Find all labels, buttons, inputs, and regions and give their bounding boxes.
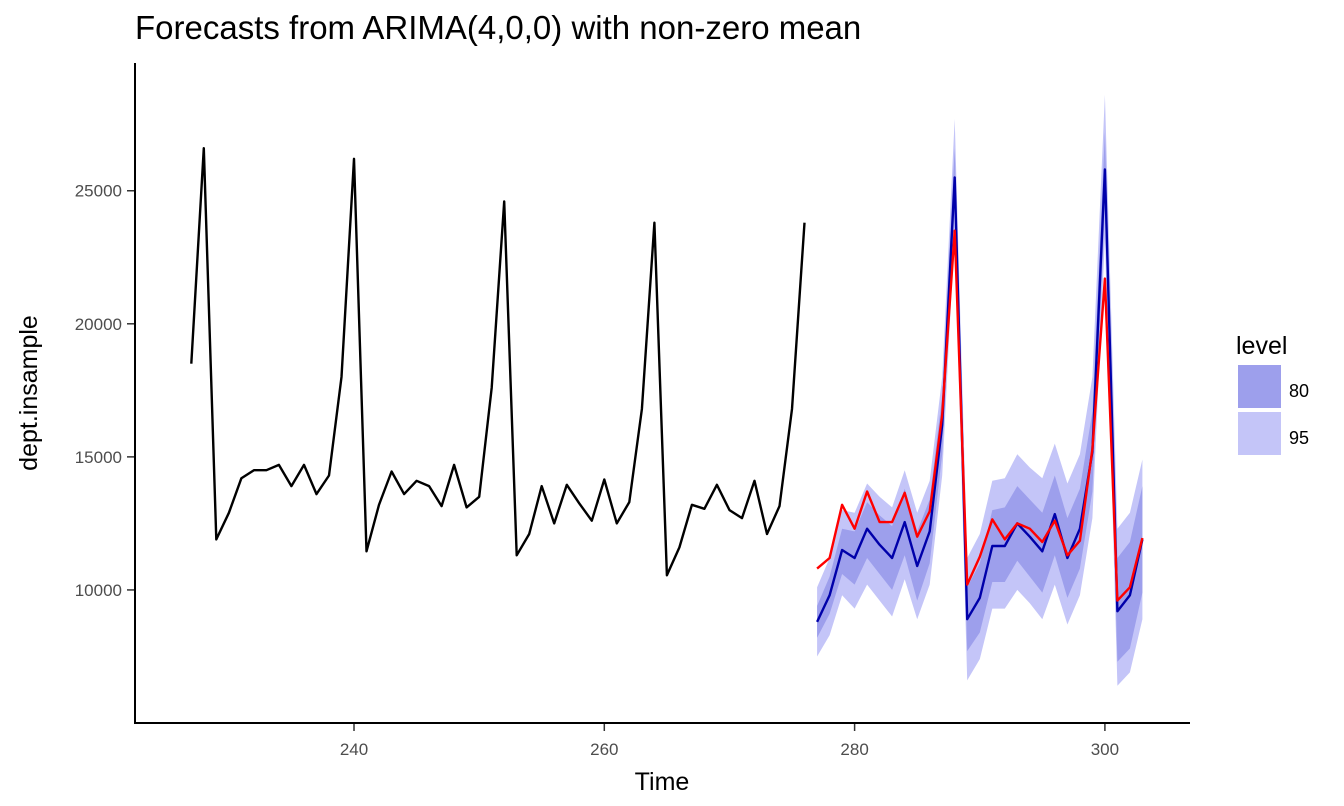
x-tick-label: 260 [590,740,618,759]
legend: level 80 95 [1236,332,1309,455]
x-tick-label: 300 [1091,740,1119,759]
series-lines [190,146,1144,623]
plot-area [190,94,1144,686]
fitted-line [816,229,1144,602]
y-tick-label: 20000 [75,315,122,334]
band-80 [817,132,1143,662]
legend-swatch-95 [1238,412,1281,455]
band-80-layer [817,132,1143,662]
legend-label-80: 80 [1289,381,1309,401]
legend-label-95: 95 [1289,428,1309,448]
y-tick-label: 25000 [75,182,122,201]
x-axis-label: Time [635,768,690,796]
y-tick-label: 10000 [75,581,122,600]
y-axis-ticks: 10000 15000 20000 25000 [75,182,134,600]
x-tick-label: 240 [340,740,368,759]
x-tick-label: 280 [840,740,868,759]
history-line [190,146,806,577]
chart-title: Forecasts from ARIMA(4,0,0) with non-zer… [135,9,861,46]
x-axis-ticks: 240 260 280 300 [340,724,1119,759]
y-tick-label: 15000 [75,448,122,467]
legend-swatch-80 [1238,365,1281,408]
y-axis-label: dept.insample [15,315,43,471]
legend-title: level [1236,332,1287,360]
